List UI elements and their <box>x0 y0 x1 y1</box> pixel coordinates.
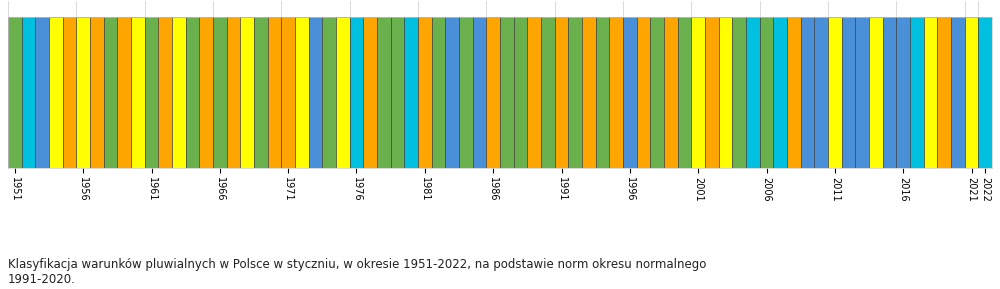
Bar <box>445 17 459 168</box>
Bar <box>883 17 896 168</box>
Bar <box>309 17 322 168</box>
Bar <box>623 17 637 168</box>
Bar <box>432 17 445 168</box>
Bar <box>951 17 965 168</box>
Bar <box>350 17 363 168</box>
Bar <box>145 17 158 168</box>
Bar <box>240 17 254 168</box>
Bar <box>637 17 650 168</box>
Bar <box>965 17 978 168</box>
Bar <box>268 17 281 168</box>
Bar <box>172 17 186 168</box>
Bar <box>227 17 240 168</box>
Bar <box>705 17 719 168</box>
Bar <box>213 17 227 168</box>
Bar <box>691 17 705 168</box>
Bar <box>514 17 527 168</box>
Bar <box>746 17 760 168</box>
Bar <box>199 17 213 168</box>
Bar <box>609 17 623 168</box>
Bar <box>910 17 924 168</box>
Bar <box>678 17 691 168</box>
Bar <box>568 17 582 168</box>
Bar <box>541 17 555 168</box>
Bar <box>924 17 937 168</box>
Bar <box>801 17 814 168</box>
Bar <box>896 17 910 168</box>
Bar <box>814 17 828 168</box>
Bar <box>555 17 568 168</box>
Bar <box>90 17 104 168</box>
Bar <box>760 17 773 168</box>
Bar <box>63 17 76 168</box>
Bar <box>131 17 145 168</box>
Bar <box>500 17 514 168</box>
Bar <box>281 17 295 168</box>
Bar <box>869 17 883 168</box>
Bar <box>186 17 199 168</box>
Bar <box>787 17 801 168</box>
Bar <box>49 17 63 168</box>
Bar <box>336 17 350 168</box>
Bar <box>22 17 35 168</box>
Bar <box>596 17 609 168</box>
Text: Klasyfikacja warunków pluwialnych w Polsce w styczniu, w okresie 1951-2022, na p: Klasyfikacja warunków pluwialnych w Pols… <box>8 258 706 286</box>
Bar <box>254 17 268 168</box>
Bar <box>322 17 336 168</box>
Bar <box>582 17 596 168</box>
Bar <box>459 17 473 168</box>
Bar <box>104 17 117 168</box>
Bar <box>8 17 22 168</box>
Bar <box>486 17 500 168</box>
Bar <box>158 17 172 168</box>
Bar <box>855 17 869 168</box>
Bar <box>295 17 309 168</box>
Bar <box>650 17 664 168</box>
Bar <box>473 17 486 168</box>
Bar <box>404 17 418 168</box>
Bar <box>719 17 732 168</box>
Bar <box>377 17 391 168</box>
Bar <box>937 17 951 168</box>
Bar <box>732 17 746 168</box>
Bar <box>828 17 842 168</box>
Bar <box>391 17 404 168</box>
Bar <box>35 17 49 168</box>
Bar <box>418 17 432 168</box>
Bar <box>527 17 541 168</box>
Bar <box>842 17 855 168</box>
Bar <box>76 17 90 168</box>
Bar <box>363 17 377 168</box>
Bar <box>773 17 787 168</box>
Bar <box>664 17 678 168</box>
Bar <box>117 17 131 168</box>
Bar <box>978 17 992 168</box>
